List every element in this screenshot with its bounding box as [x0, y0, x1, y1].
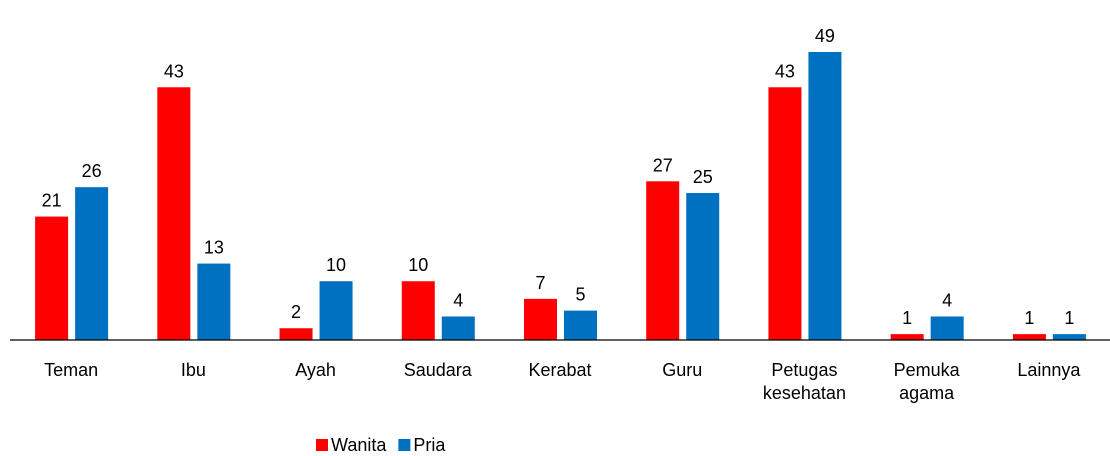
bar — [197, 263, 231, 340]
x-tick-label: Lainnya — [1017, 360, 1081, 380]
legend-label: Pria — [413, 435, 446, 455]
bar — [1052, 334, 1086, 340]
bar — [524, 298, 557, 340]
bar — [401, 281, 435, 340]
data-label: 5 — [575, 285, 585, 305]
bar — [686, 193, 720, 340]
data-label: 2 — [291, 302, 301, 322]
x-tick-label: Pemuka agama — [894, 360, 961, 403]
x-tick-label-line: Pemuka — [894, 360, 961, 380]
bar — [35, 216, 69, 340]
data-label: 49 — [815, 26, 835, 46]
bar — [768, 87, 802, 340]
bar — [319, 281, 353, 340]
bar — [646, 181, 680, 340]
bar — [564, 310, 597, 340]
bar — [890, 334, 924, 340]
data-label: 27 — [653, 155, 673, 175]
data-label: 4 — [453, 290, 463, 310]
data-label: 13 — [204, 238, 224, 258]
data-label: 10 — [408, 255, 428, 275]
x-tick-label: Petugas kesehatan — [763, 360, 846, 403]
bar — [75, 187, 109, 340]
legend-swatch — [316, 439, 328, 451]
x-tick-label-line: agama — [899, 383, 955, 403]
x-tick-label: Ibu — [181, 360, 206, 380]
x-tick-label-line: kesehatan — [763, 383, 846, 403]
bar — [279, 328, 313, 340]
bar — [157, 87, 191, 340]
x-tick-label: Saudara — [404, 360, 473, 380]
data-label: 10 — [326, 255, 346, 275]
data-label: 7 — [535, 273, 545, 293]
bar — [1012, 334, 1046, 340]
bar — [808, 52, 842, 340]
data-label: 1 — [1024, 308, 1034, 328]
data-label: 21 — [42, 191, 62, 211]
data-label: 1 — [1064, 308, 1074, 328]
legend-label: Wanita — [331, 435, 387, 455]
data-label: 26 — [82, 161, 102, 181]
x-tick-label: Teman — [44, 360, 98, 380]
legend-swatch — [398, 439, 411, 451]
data-label: 25 — [693, 167, 713, 187]
x-tick-label: Guru — [662, 360, 702, 380]
x-tick-label: Ayah — [295, 360, 336, 380]
data-label: 4 — [942, 290, 952, 310]
x-tick-label-line: Petugas — [771, 360, 837, 380]
data-label: 1 — [902, 308, 912, 328]
data-label: 43 — [775, 61, 795, 81]
bar — [930, 316, 964, 340]
data-label: 43 — [164, 61, 184, 81]
x-tick-label: Kerabat — [528, 360, 591, 380]
bar — [441, 316, 475, 340]
